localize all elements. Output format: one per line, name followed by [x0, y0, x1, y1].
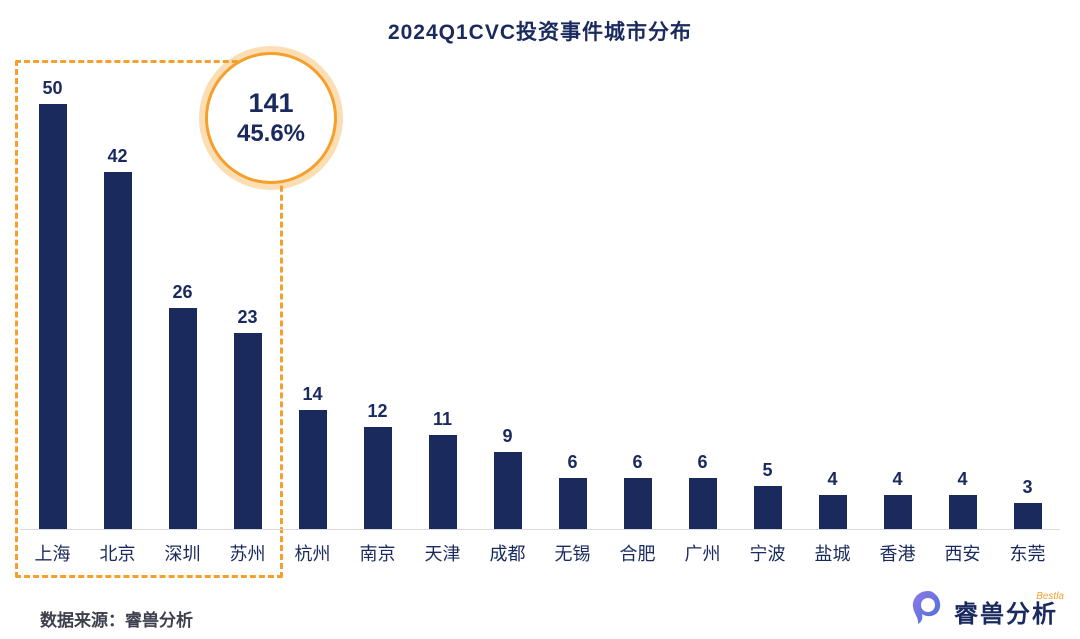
x-axis-label: 深圳: [164, 544, 201, 564]
bar: [493, 452, 522, 529]
x-axis-label: 盐城: [814, 544, 851, 564]
bar-value-label: 4: [957, 469, 968, 489]
bar: [168, 308, 197, 529]
x-axis-label: 广州: [684, 544, 721, 564]
x-axis-label: 香港: [879, 544, 916, 564]
x-axis-labels-row: 上海 北京 深圳 苏州 杭州 南京 天津 成都 无锡 合肥 广州 宁波 盐城 香港 西安 东莞: [20, 540, 1060, 566]
bar-value-label: 11: [432, 409, 453, 429]
bar: [688, 478, 717, 529]
bar-column: 4: [865, 469, 930, 529]
bar: [233, 333, 262, 529]
bar-column: 6: [605, 452, 670, 529]
bar-column: 12: [345, 401, 410, 529]
x-axis-label: 宁波: [749, 544, 786, 564]
bar-column: 4: [930, 469, 995, 529]
bar-column: 4: [800, 469, 865, 529]
data-source-note: 数据来源：睿兽分析: [40, 611, 193, 630]
brand-logo-subtext: Bestla: [1036, 590, 1064, 602]
bar-column: 14: [280, 384, 345, 529]
bar-value-label: 4: [827, 469, 838, 489]
top4-percent-value: 45.6%: [236, 119, 306, 147]
bar: [38, 104, 67, 529]
bar-value-label: 26: [172, 282, 193, 302]
bar-value-label: 3: [1022, 477, 1033, 497]
bar: [753, 486, 782, 529]
bar-value-label: 42: [107, 146, 128, 166]
bar: [948, 495, 977, 529]
bar: [623, 478, 652, 529]
bar-value-label: 6: [632, 452, 643, 472]
x-axis-label: 无锡: [554, 544, 591, 564]
x-axis-label: 苏州: [229, 544, 266, 564]
brand-logo-icon: [912, 591, 941, 624]
x-axis-label: 杭州: [294, 544, 331, 564]
bar: [558, 478, 587, 529]
bar: [103, 172, 132, 529]
brand-logo-text: 睿兽分析: [954, 600, 1058, 628]
bar-value-label: 12: [367, 401, 388, 421]
bar-column: 23: [215, 307, 280, 529]
bar-column: 26: [150, 282, 215, 529]
bars-row: 50 42 26 23 14 12 11 9 6 6 6 5 4 4 4 3: [20, 78, 1060, 530]
bar-column: 9: [475, 426, 540, 529]
bar: [298, 410, 327, 529]
bar: [818, 495, 847, 529]
top4-summary-badge: 141 45.6%: [205, 52, 337, 184]
bar-column: 11: [410, 409, 475, 529]
chart-title: 2024Q1CVC投资事件城市分布: [387, 21, 693, 44]
bar-column: 50: [20, 78, 85, 529]
bar: [1013, 503, 1042, 529]
bar-value-label: 4: [892, 469, 903, 489]
bar-column: 6: [670, 452, 735, 529]
x-axis-label: 天津: [424, 544, 461, 564]
bar-column: 42: [85, 146, 150, 529]
bar-value-label: 14: [302, 384, 323, 404]
bar-value-label: 23: [237, 307, 258, 327]
top4-total-value: 141: [248, 88, 294, 119]
x-axis-label: 北京: [99, 544, 136, 564]
bar-column: 6: [540, 452, 605, 529]
x-axis-label: 合肥: [619, 544, 656, 564]
bar: [428, 435, 457, 529]
x-axis-label: 上海: [34, 544, 71, 564]
bar-value-label: 9: [502, 426, 513, 446]
bar-value-label: 6: [567, 452, 578, 472]
x-axis-label: 南京: [359, 544, 396, 564]
bar-value-label: 5: [762, 460, 773, 480]
bar: [363, 427, 392, 529]
bar-column: 5: [735, 460, 800, 529]
x-axis-label: 西安: [944, 544, 981, 564]
bar-value-label: 6: [697, 452, 708, 472]
bar-column: 3: [995, 477, 1060, 529]
x-axis-label: 东莞: [1009, 544, 1046, 564]
top4-highlight-dashed-box: [15, 60, 283, 578]
x-axis-label: 成都: [489, 544, 526, 564]
brand-logo: Bestla 睿兽分析: [908, 588, 1064, 628]
bar: [883, 495, 912, 529]
bar-value-label: 50: [42, 78, 63, 98]
